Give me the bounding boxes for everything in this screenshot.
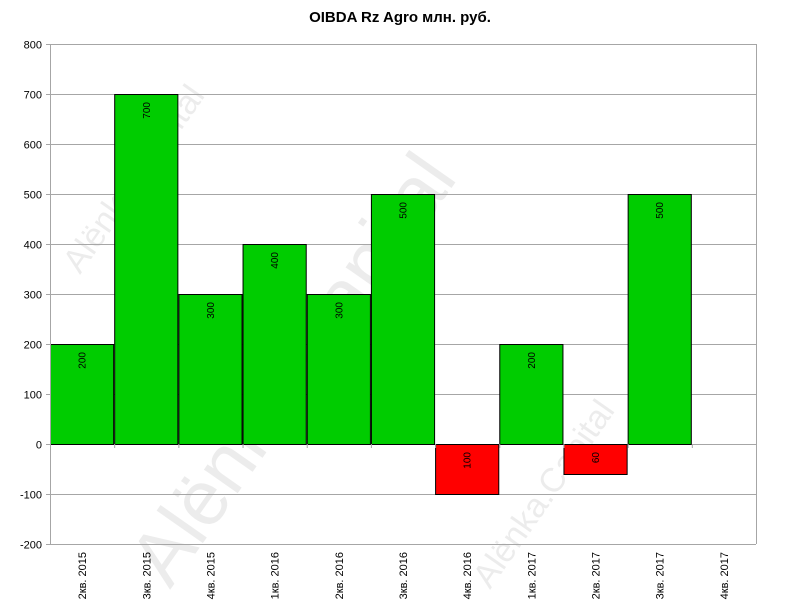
data-label: 400	[270, 252, 281, 269]
y-tick-label: 600	[24, 140, 42, 152]
bar	[370, 194, 436, 445]
chart-title: OIBDA Rz Agro млн. руб.	[309, 9, 491, 26]
y-tick-label: -100	[20, 490, 42, 502]
y-tick-label: 0	[36, 440, 42, 452]
bar	[563, 444, 628, 475]
x-tick-label: 3кв. 2016	[398, 552, 410, 599]
x-axis-ticks: 2кв. 2015 3кв. 2015 4кв. 2015 1кв. 2016 2кв.…	[50, 444, 757, 599]
x-tick-label: 4кв. 2016	[462, 552, 474, 599]
y-tick-label: 300	[24, 290, 42, 302]
x-tick-label: 3кв. 2017	[655, 552, 667, 599]
x-tick-label: 2кв. 2017	[591, 552, 603, 599]
data-label: 200	[78, 352, 89, 369]
data-label: 300	[206, 302, 217, 319]
x-tick-label: 4кв. 2017	[719, 552, 731, 599]
bar	[242, 244, 307, 445]
y-tick-label: 100	[24, 390, 42, 402]
data-label: 700	[142, 102, 153, 119]
x-tick-label: 3кв. 2015	[141, 552, 153, 599]
bar	[114, 94, 179, 445]
bar	[50, 344, 115, 445]
x-tick-label: 1кв. 2016	[270, 552, 282, 599]
bar	[178, 294, 243, 445]
y-tick-label: 800	[24, 40, 42, 52]
data-label: 60	[591, 452, 602, 464]
bar	[435, 444, 500, 495]
bar	[627, 194, 692, 445]
x-tick-label: 2кв. 2015	[77, 552, 89, 599]
x-tick-label: 1кв. 2017	[526, 552, 538, 599]
data-label: 200	[527, 352, 538, 369]
y-tick-label: 400	[24, 240, 42, 252]
bars	[50, 94, 692, 495]
x-tick-label: 4кв. 2015	[205, 552, 217, 599]
data-labels: 200 700 300 400 300 500 100 200 60 500	[78, 102, 667, 469]
data-label: 300	[334, 302, 345, 319]
y-tick-label: 200	[24, 340, 42, 352]
bar	[499, 344, 564, 445]
data-label: 100	[463, 452, 474, 469]
y-tick-label: 500	[24, 190, 42, 202]
x-tick-label: 2кв. 2016	[334, 552, 346, 599]
y-tick-label: 700	[24, 90, 42, 102]
bar	[306, 294, 371, 445]
data-label: 500	[399, 202, 410, 219]
y-axis-ticks: 800 700 600 500 400 300 200 100 0 -100 -200	[20, 40, 50, 552]
y-tick-label: -200	[20, 540, 42, 552]
data-label: 500	[655, 202, 666, 219]
